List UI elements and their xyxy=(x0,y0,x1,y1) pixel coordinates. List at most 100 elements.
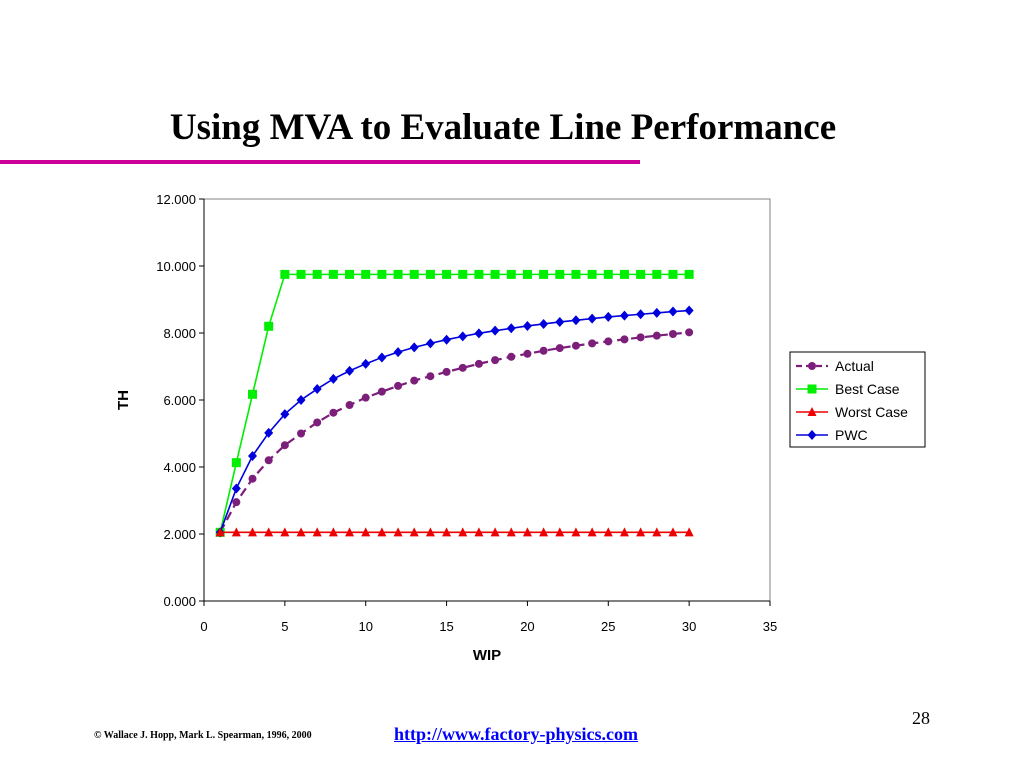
legend-label: PWC xyxy=(835,427,868,443)
data-point-worst-case xyxy=(280,527,290,537)
data-point-pwc xyxy=(458,331,468,342)
data-point-best-case xyxy=(539,269,549,279)
data-point-pwc xyxy=(490,325,500,336)
data-point-best-case xyxy=(619,269,629,279)
legend-item-pwc: PWC xyxy=(796,427,868,443)
data-point-actual xyxy=(474,359,483,368)
data-point-actual xyxy=(668,330,677,339)
y-tick-label: 6.000 xyxy=(163,393,196,408)
data-point-pwc xyxy=(684,305,694,316)
page-number: 28 xyxy=(912,708,930,728)
data-point-worst-case xyxy=(377,527,387,537)
series-worst-case xyxy=(215,527,694,537)
data-point-worst-case xyxy=(587,527,597,537)
legend-label: Worst Case xyxy=(835,404,908,420)
data-point-best-case xyxy=(668,269,678,279)
data-point-worst-case xyxy=(636,527,646,537)
data-point-best-case xyxy=(280,269,290,279)
data-point-pwc xyxy=(442,334,452,345)
data-point-pwc xyxy=(345,365,355,376)
y-tick-label: 0.000 xyxy=(163,594,196,609)
y-tick-label: 8.000 xyxy=(163,326,196,341)
data-point-best-case xyxy=(555,269,565,279)
data-point-best-case xyxy=(361,269,371,279)
data-point-best-case xyxy=(296,269,306,279)
legend-item-best-case: Best Case xyxy=(796,381,900,397)
data-point-actual xyxy=(280,441,289,450)
data-point-best-case xyxy=(231,458,241,468)
data-point-pwc xyxy=(264,427,274,438)
data-point-best-case xyxy=(571,269,581,279)
legend-marker xyxy=(808,362,816,370)
data-point-worst-case xyxy=(474,527,484,537)
data-point-actual xyxy=(523,349,532,358)
data-point-pwc xyxy=(555,316,565,327)
data-point-actual xyxy=(442,367,451,376)
data-point-best-case xyxy=(458,269,468,279)
data-point-best-case xyxy=(377,269,387,279)
x-tick-label: 25 xyxy=(601,619,615,634)
data-point-pwc xyxy=(522,320,532,331)
x-tick-label: 0 xyxy=(200,619,207,634)
data-point-best-case xyxy=(636,269,646,279)
data-point-actual xyxy=(636,333,645,342)
data-point-worst-case xyxy=(555,527,565,537)
x-tick-label: 30 xyxy=(682,619,696,634)
legend-label: Best Case xyxy=(835,381,900,397)
legend-label: Actual xyxy=(835,358,874,374)
footer-copyright: © Wallace J. Hopp, Mark L. Spearman, 199… xyxy=(94,730,312,741)
y-axis-label: TH xyxy=(115,390,132,410)
data-point-best-case xyxy=(425,269,435,279)
slide-title: Using MVA to Evaluate Line Performance xyxy=(169,107,837,148)
data-point-actual xyxy=(571,341,580,350)
data-point-actual xyxy=(539,346,548,355)
data-point-best-case xyxy=(264,321,274,331)
data-point-actual xyxy=(377,387,386,396)
data-point-actual xyxy=(652,331,661,340)
x-tick-label: 35 xyxy=(763,619,777,634)
legend-marker xyxy=(807,430,817,440)
data-point-worst-case xyxy=(571,527,581,537)
data-point-pwc xyxy=(393,347,403,358)
data-point-worst-case xyxy=(215,527,225,537)
footer-link[interactable]: http://www.factory-physics.com xyxy=(394,724,638,744)
data-point-pwc xyxy=(539,318,549,329)
data-point-worst-case xyxy=(652,527,662,537)
data-point-worst-case xyxy=(248,527,258,537)
legend-marker xyxy=(807,384,817,394)
data-point-pwc xyxy=(231,483,241,494)
data-point-worst-case xyxy=(425,527,435,537)
data-point-worst-case xyxy=(458,527,468,537)
data-point-pwc xyxy=(377,352,387,363)
data-point-worst-case xyxy=(312,527,322,537)
series-layer xyxy=(215,269,694,538)
data-point-pwc xyxy=(619,310,629,321)
data-point-actual xyxy=(345,401,354,410)
x-tick-label: 10 xyxy=(358,619,372,634)
data-point-pwc xyxy=(248,450,258,461)
x-axis-label: WIP xyxy=(473,647,501,664)
data-point-best-case xyxy=(393,269,403,279)
x-tick-label: 15 xyxy=(439,619,453,634)
data-point-worst-case xyxy=(393,527,403,537)
data-point-actual xyxy=(685,328,694,337)
y-tick-label: 10.000 xyxy=(156,259,196,274)
data-point-worst-case xyxy=(668,527,678,537)
data-point-worst-case xyxy=(345,527,355,537)
data-point-pwc xyxy=(636,309,646,320)
x-tick-label: 5 xyxy=(281,619,288,634)
data-point-pwc xyxy=(409,342,419,353)
data-point-pwc xyxy=(296,395,306,405)
data-point-best-case xyxy=(603,269,613,279)
title-underline xyxy=(0,160,640,164)
data-point-pwc xyxy=(571,315,581,326)
data-point-best-case xyxy=(506,269,516,279)
data-point-worst-case xyxy=(361,527,371,537)
data-point-best-case xyxy=(248,389,258,399)
data-point-pwc xyxy=(474,328,484,339)
data-point-pwc xyxy=(312,383,322,394)
data-point-worst-case xyxy=(684,527,694,537)
data-point-pwc xyxy=(587,313,597,324)
data-point-pwc xyxy=(652,307,662,318)
